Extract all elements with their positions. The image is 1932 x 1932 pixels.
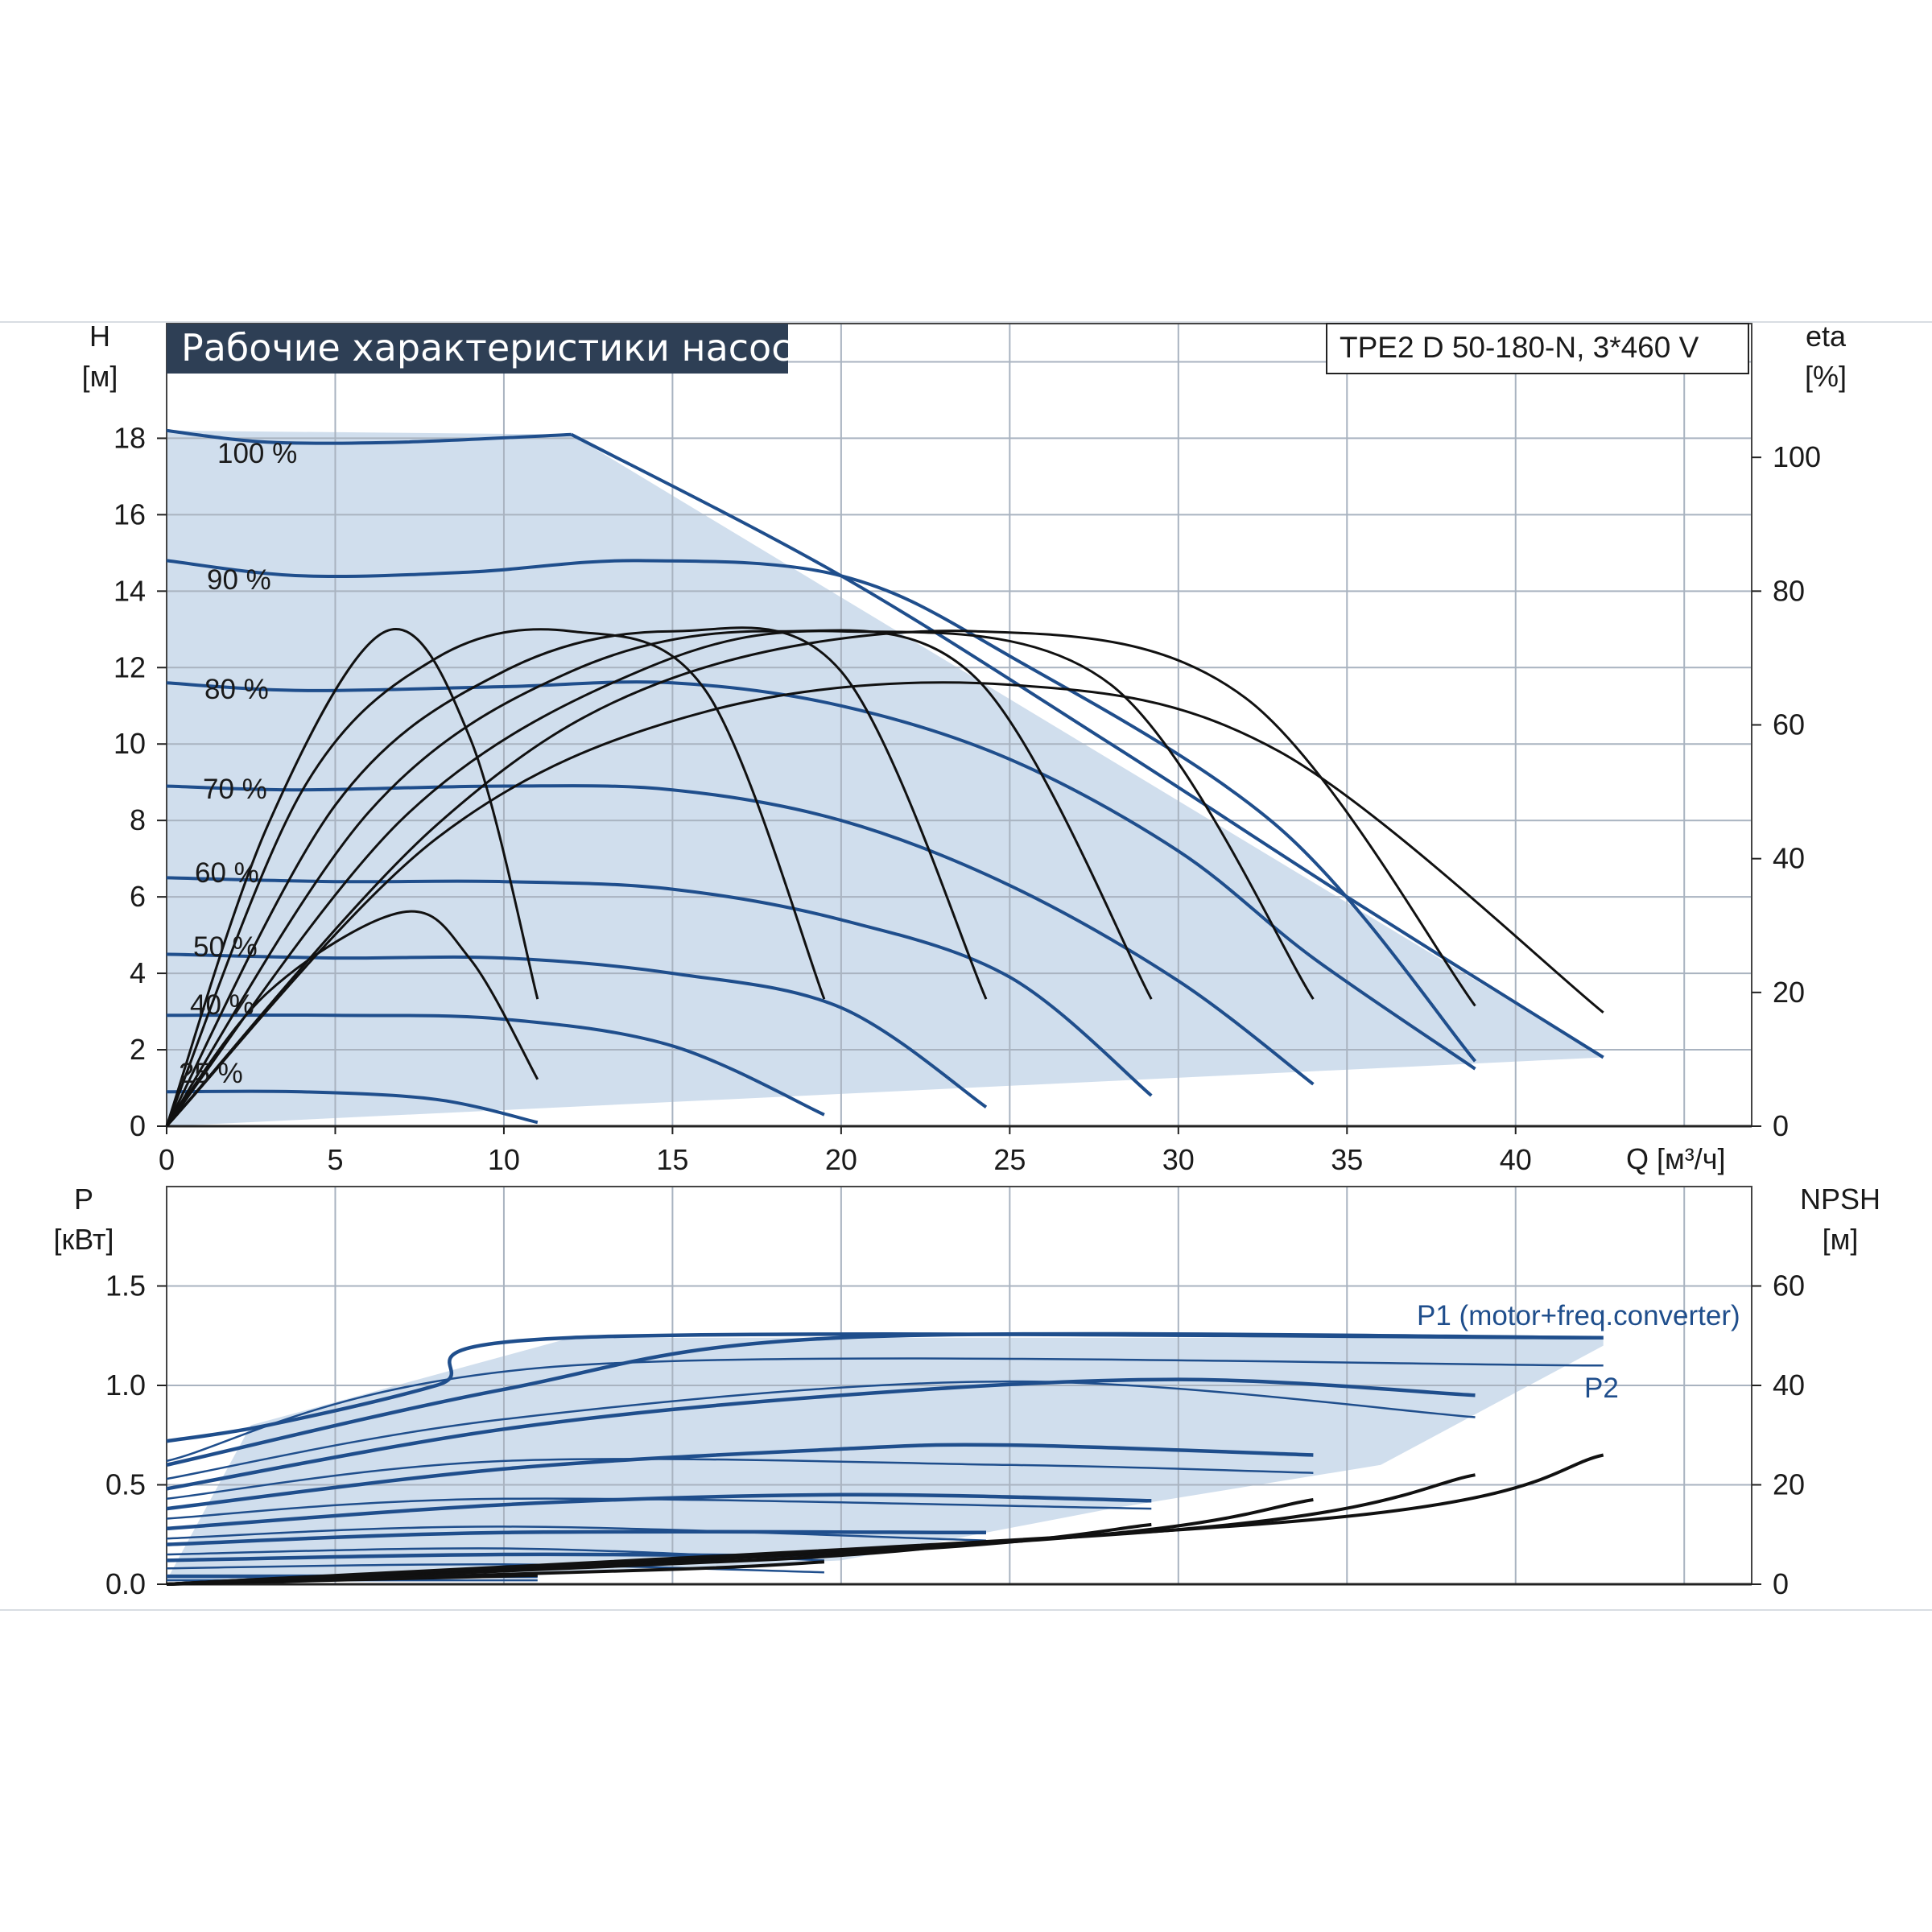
x-tick-label: 30 xyxy=(1162,1143,1195,1176)
y-tick-label: 6 xyxy=(130,880,146,913)
chart-title: Рабочие характеристики насоса xyxy=(181,326,815,369)
y2-tick-label: 100 xyxy=(1773,440,1821,473)
y-tick-label: 12 xyxy=(114,650,146,683)
p1-label: P1 (motor+freq.converter) xyxy=(1417,1300,1740,1331)
npsh-tick-label: 40 xyxy=(1773,1368,1805,1402)
power-area-fill xyxy=(167,1337,1604,1581)
p-tick-label: 1.5 xyxy=(105,1269,146,1302)
y2-tick-label: 80 xyxy=(1773,574,1805,607)
power-curves xyxy=(166,1331,1604,1586)
p2-curve-4 xyxy=(166,1525,987,1542)
npsh-tick-label: 60 xyxy=(1773,1269,1805,1302)
y2-tick-label: 40 xyxy=(1773,842,1805,875)
efficiency-curve-5 xyxy=(165,630,1476,1128)
p1-curve-2 xyxy=(166,1377,1476,1491)
npsh-axis-label: NPSH xyxy=(1800,1183,1880,1216)
x-tick-label: 20 xyxy=(825,1143,857,1176)
speed-curve-1 xyxy=(166,559,1477,1063)
y-tick-label: 14 xyxy=(114,574,146,607)
y-tick-label: 18 xyxy=(114,421,146,454)
efficiency-curve-6 xyxy=(165,681,1604,1128)
efficiency-curve-2 xyxy=(165,626,988,1127)
x-tick-label: 10 xyxy=(488,1143,520,1176)
y2-axis-unit: [%] xyxy=(1805,360,1847,393)
p1-curve-3 xyxy=(166,1443,1314,1511)
speed-label-1: 90 % xyxy=(207,564,271,596)
model-box xyxy=(1326,323,1749,374)
y-tick-label: 10 xyxy=(114,727,146,760)
npsh-tick-label: 20 xyxy=(1773,1468,1805,1501)
speed-curve-2 xyxy=(166,680,1476,1071)
x-tick-label: 25 xyxy=(993,1143,1026,1176)
p2-curve-1 xyxy=(166,1380,1476,1480)
model-name: TPE2 D 50-180-N, 3*460 V xyxy=(1340,331,1699,364)
efficiency-curve-3 xyxy=(165,629,1153,1127)
head-chart: 100 % 90 % 80 % 70 % 60 % 50 % 40 % 25 % 0 5 10 15… xyxy=(114,323,1821,1176)
efficiency-curve-4 xyxy=(165,630,1315,1127)
x-tick-label: 40 xyxy=(1500,1143,1532,1176)
npsh-tick-label: 0 xyxy=(1773,1567,1789,1600)
p2-curve-2 xyxy=(166,1458,1314,1501)
p2-label: P2 xyxy=(1584,1373,1619,1404)
speed-label-2: 80 % xyxy=(204,674,269,705)
p1-curve-4 xyxy=(166,1492,1152,1531)
efficiency-curves xyxy=(165,626,1604,1128)
speed-curves xyxy=(166,428,1604,1125)
p-tick-label: 1.0 xyxy=(105,1368,146,1402)
head-ticks: 0 5 10 15 20 25 30 35 40 0 2 4 6 8 10 12 14 16 18 0 20 40 60 80… xyxy=(114,421,1821,1176)
y2-tick-label: 20 xyxy=(1773,976,1805,1009)
y-axis-label: H xyxy=(89,320,110,353)
x-tick-label: 35 xyxy=(1331,1143,1363,1176)
x-axis-label: Q [м³/ч] xyxy=(1626,1142,1726,1175)
npsh-curve-6 xyxy=(166,1453,1604,1586)
speed-label-0: 100 % xyxy=(217,438,297,469)
speed-curve-7 xyxy=(166,1089,539,1125)
power-chart: 0.0 0.5 1.0 1.5 0 20 40 60 xyxy=(105,1186,1805,1601)
npsh-axis-unit: [м] xyxy=(1823,1223,1859,1256)
operating-area xyxy=(167,430,1604,1126)
x-tick-label: 15 xyxy=(656,1143,688,1176)
speed-curve-0 xyxy=(166,428,572,445)
speed-curve-6 xyxy=(166,1013,825,1117)
y-tick-label: 2 xyxy=(130,1033,146,1066)
p1-curve-5 xyxy=(166,1530,987,1546)
speed-label-6: 40 % xyxy=(190,989,254,1021)
y-tick-label: 16 xyxy=(114,497,146,530)
p1-curve-1 xyxy=(166,1331,1604,1467)
max-curve xyxy=(570,432,1604,1059)
power-ticks: 0.0 0.5 1.0 1.5 0 20 40 60 xyxy=(105,1269,1805,1601)
efficiency-curve-1 xyxy=(165,628,826,1127)
p2-curve-3 xyxy=(166,1497,1152,1520)
p-tick-label: 0.5 xyxy=(105,1468,146,1501)
title-box xyxy=(167,324,788,374)
y2-tick-label: 60 xyxy=(1773,708,1805,741)
speed-curve-4 xyxy=(166,876,1153,1097)
speed-label-4: 60 % xyxy=(195,857,259,889)
y-tick-label: 8 xyxy=(130,803,146,836)
x-tick-label: 0 xyxy=(159,1143,175,1176)
speed-label-3: 70 % xyxy=(203,774,267,805)
y2-tick-label: 0 xyxy=(1773,1109,1789,1142)
power-axis-label: P xyxy=(74,1183,93,1216)
power-area xyxy=(167,1337,1604,1581)
x-tick-label: 5 xyxy=(327,1143,343,1176)
y-axis-unit: [м] xyxy=(82,360,118,393)
speed-label-7: 25 % xyxy=(179,1058,243,1089)
y-tick-label: 4 xyxy=(130,956,146,989)
y2-axis-label: eta xyxy=(1806,320,1847,353)
power-axis-unit: [кВт] xyxy=(53,1223,114,1256)
y-tick-label: 0 xyxy=(130,1109,146,1142)
p-tick-label: 0.0 xyxy=(105,1567,146,1600)
speed-label-5: 50 % xyxy=(193,931,258,963)
efficiency-curve-7 xyxy=(165,910,539,1127)
efficiency-curve-0 xyxy=(165,628,539,1127)
speed-labels: 100 % 90 % 80 % 70 % 60 % 50 % 40 % 25 % xyxy=(179,438,297,1089)
operating-area-fill xyxy=(167,430,1604,1126)
p2-curve-6 xyxy=(166,1563,824,1574)
